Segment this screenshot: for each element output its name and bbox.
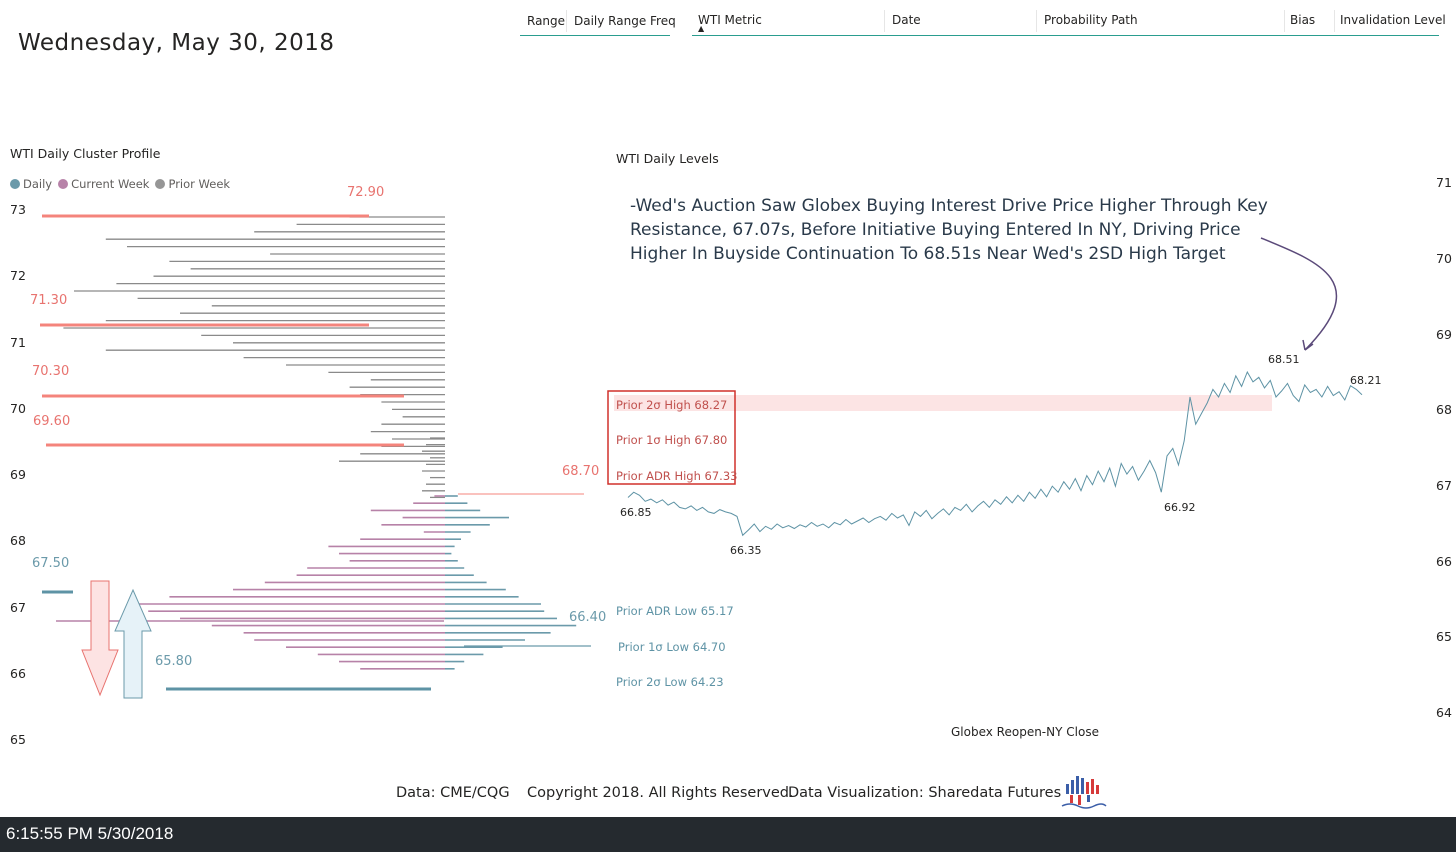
level-label-71-30: 71.30 bbox=[30, 293, 68, 308]
right-y-tick-68: 68 bbox=[1436, 402, 1452, 417]
ref-prior-2sd-low: Prior 2σ Low 64.23 bbox=[616, 675, 724, 689]
right-y-tick-69: 69 bbox=[1436, 327, 1452, 342]
right-y-tick-70: 70 bbox=[1436, 251, 1452, 266]
status-timestamp: 6:15:55 PM 5/30/2018 bbox=[6, 824, 174, 843]
col-header-date[interactable]: Date bbox=[892, 13, 921, 27]
up-arrow-icon bbox=[114, 588, 152, 699]
col-header-invalidation-level[interactable]: Invalidation Level bbox=[1340, 13, 1446, 27]
sort-ascending-icon[interactable]: ▲ bbox=[698, 24, 705, 33]
col-header-bias[interactable]: Bias bbox=[1290, 13, 1316, 27]
legend-item-prior-week[interactable]: Prior Week bbox=[155, 177, 230, 191]
current-week-profile-bars bbox=[127, 495, 445, 670]
down-arrow-icon bbox=[81, 580, 119, 697]
legend-dot-prior-week bbox=[155, 179, 166, 189]
ref-prior-1sd-high: Prior 1σ High 67.80 bbox=[616, 433, 728, 447]
footer-copyright: Copyright 2018. All Rights Reserved. bbox=[527, 785, 794, 801]
page-title: Wednesday, May 30, 2018 bbox=[18, 30, 335, 56]
level-label-72-90: 72.90 bbox=[347, 185, 385, 200]
price-series-line bbox=[627, 370, 1363, 537]
left-y-tick-71: 71 bbox=[10, 335, 26, 350]
left-y-tick-73: 73 bbox=[10, 202, 26, 217]
level-label-66-40: 66.40 bbox=[569, 610, 607, 625]
col-header-probability-path[interactable]: Probability Path bbox=[1044, 13, 1138, 27]
point-label-open: 66.85 bbox=[620, 506, 652, 519]
annotation-arrowhead-icon bbox=[1302, 339, 1314, 351]
level-label-69-60: 69.60 bbox=[33, 414, 71, 429]
daily-levels-title: WTI Daily Levels bbox=[616, 151, 719, 166]
right-y-tick-67: 67 bbox=[1436, 478, 1452, 493]
ref-prior-1sd-low: Prior 1σ Low 64.70 bbox=[618, 640, 726, 654]
annotation-text: -Wed's Auction Saw Globex Buying Interes… bbox=[630, 196, 1268, 264]
annotation-arrow bbox=[1260, 237, 1338, 351]
legend-dot-current-week bbox=[58, 179, 69, 189]
ref-high-box bbox=[607, 390, 736, 485]
col-header-wti-metric[interactable]: WTI Metric bbox=[698, 13, 762, 27]
left-y-tick-65: 65 bbox=[10, 732, 26, 747]
left-y-tick-67: 67 bbox=[10, 600, 26, 615]
left-y-tick-70: 70 bbox=[10, 401, 26, 416]
legend-label-current-week: Current Week bbox=[71, 177, 150, 191]
point-label-high: 68.51 bbox=[1268, 353, 1300, 366]
left-y-tick-69: 69 bbox=[10, 467, 26, 482]
left-y-tick-66: 66 bbox=[10, 666, 26, 681]
right-y-tick-71: 71 bbox=[1436, 175, 1452, 190]
footer-visualization: Data Visualization: Sharedata Futures bbox=[788, 785, 1062, 801]
x-axis-label: Globex Reopen-NY Close bbox=[951, 725, 1099, 739]
point-label-pullback: 66.92 bbox=[1164, 501, 1196, 514]
point-label-low: 66.35 bbox=[730, 544, 762, 557]
sharedata-logo-icon bbox=[1061, 776, 1107, 809]
right-y-tick-66: 66 bbox=[1436, 554, 1452, 569]
level-label-70-30: 70.30 bbox=[32, 364, 70, 379]
range-slicer[interactable]: Range bbox=[527, 14, 566, 28]
prior-week-profile-bars bbox=[63, 216, 445, 499]
ref-prior-adr-low: Prior ADR Low 65.17 bbox=[616, 604, 734, 618]
right-y-tick-64: 64 bbox=[1436, 705, 1452, 720]
level-label-67-50: 67.50 bbox=[32, 556, 70, 571]
daily-profile-bars bbox=[445, 495, 591, 670]
left-y-tick-68: 68 bbox=[10, 533, 26, 548]
point-label-last: 68.21 bbox=[1350, 374, 1382, 387]
left-y-tick-72: 72 bbox=[10, 268, 26, 283]
right-y-tick-65: 65 bbox=[1436, 629, 1452, 644]
level-label-68-70: 68.70 bbox=[562, 464, 600, 479]
level-label-65-80: 65.80 bbox=[155, 654, 193, 669]
legend-dot-daily bbox=[10, 179, 20, 189]
legend-item-daily[interactable]: Daily bbox=[10, 177, 52, 191]
legend-label-daily: Daily bbox=[23, 177, 53, 191]
legend-label-prior-week: Prior Week bbox=[168, 177, 231, 191]
legend-item-current-week[interactable]: Current Week bbox=[58, 177, 149, 191]
range-freq-slicer[interactable]: Daily Range Freq bbox=[574, 14, 676, 28]
cluster-profile-legend: Daily Current Week Prior Week bbox=[10, 177, 236, 191]
ref-prior-2sd-high: Prior 2σ High 68.27 bbox=[616, 398, 728, 412]
cluster-profile-title: WTI Daily Cluster Profile bbox=[10, 146, 161, 161]
status-bar: 6:15:55 PM 5/30/2018 bbox=[0, 817, 1456, 852]
footer-data-source: Data: CME/CQG bbox=[396, 785, 510, 801]
prior-2sd-high-band bbox=[614, 395, 1272, 411]
ref-prior-adr-high: Prior ADR High 67.33 bbox=[616, 469, 738, 483]
